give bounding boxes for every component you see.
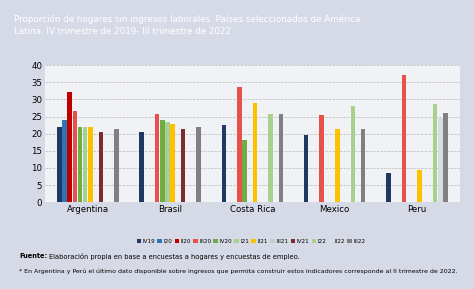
Bar <box>222 125 226 202</box>
Bar <box>402 75 406 202</box>
Bar <box>304 135 309 202</box>
Bar <box>99 132 103 202</box>
Bar <box>171 124 175 202</box>
Text: * En Argentina y Perú el último dato disponible sobre ingresos que permita const: * En Argentina y Perú el último dato dis… <box>19 268 457 274</box>
Bar <box>386 173 391 202</box>
Bar <box>361 129 365 202</box>
Bar <box>443 113 448 202</box>
Bar <box>433 105 438 202</box>
Bar <box>242 140 247 202</box>
Bar <box>181 129 185 202</box>
Legend: IV19, I20, II20, III20, IV20, I21, II21, III21, IV21, I22, II22, III22: IV19, I20, II20, III20, IV20, I21, II21,… <box>137 239 366 244</box>
Bar <box>88 127 93 202</box>
Bar <box>114 129 118 202</box>
Text: Fuente:: Fuente: <box>19 253 47 259</box>
Bar <box>196 127 201 202</box>
Text: Proporción de hogares sin ingresos laborales. Países seleccionados de América
La: Proporción de hogares sin ingresos labor… <box>14 14 361 36</box>
Bar <box>83 127 88 202</box>
Bar <box>62 120 67 202</box>
Bar <box>279 114 283 202</box>
Bar <box>78 127 82 202</box>
Bar <box>73 111 77 202</box>
Bar <box>155 114 159 202</box>
Bar <box>319 116 324 202</box>
Bar <box>351 106 355 202</box>
Text: Elaboración propia en base a encuestas a hogares y encuestas de empleo.: Elaboración propia en base a encuestas a… <box>49 253 300 260</box>
Bar <box>438 118 443 202</box>
Bar <box>160 120 164 202</box>
Bar <box>268 114 273 202</box>
Bar <box>57 127 62 202</box>
Bar <box>139 132 144 202</box>
Bar <box>165 122 170 202</box>
Bar <box>253 103 257 202</box>
Bar <box>417 170 422 202</box>
Bar <box>67 92 72 202</box>
Bar <box>237 87 242 202</box>
Bar <box>335 129 339 202</box>
